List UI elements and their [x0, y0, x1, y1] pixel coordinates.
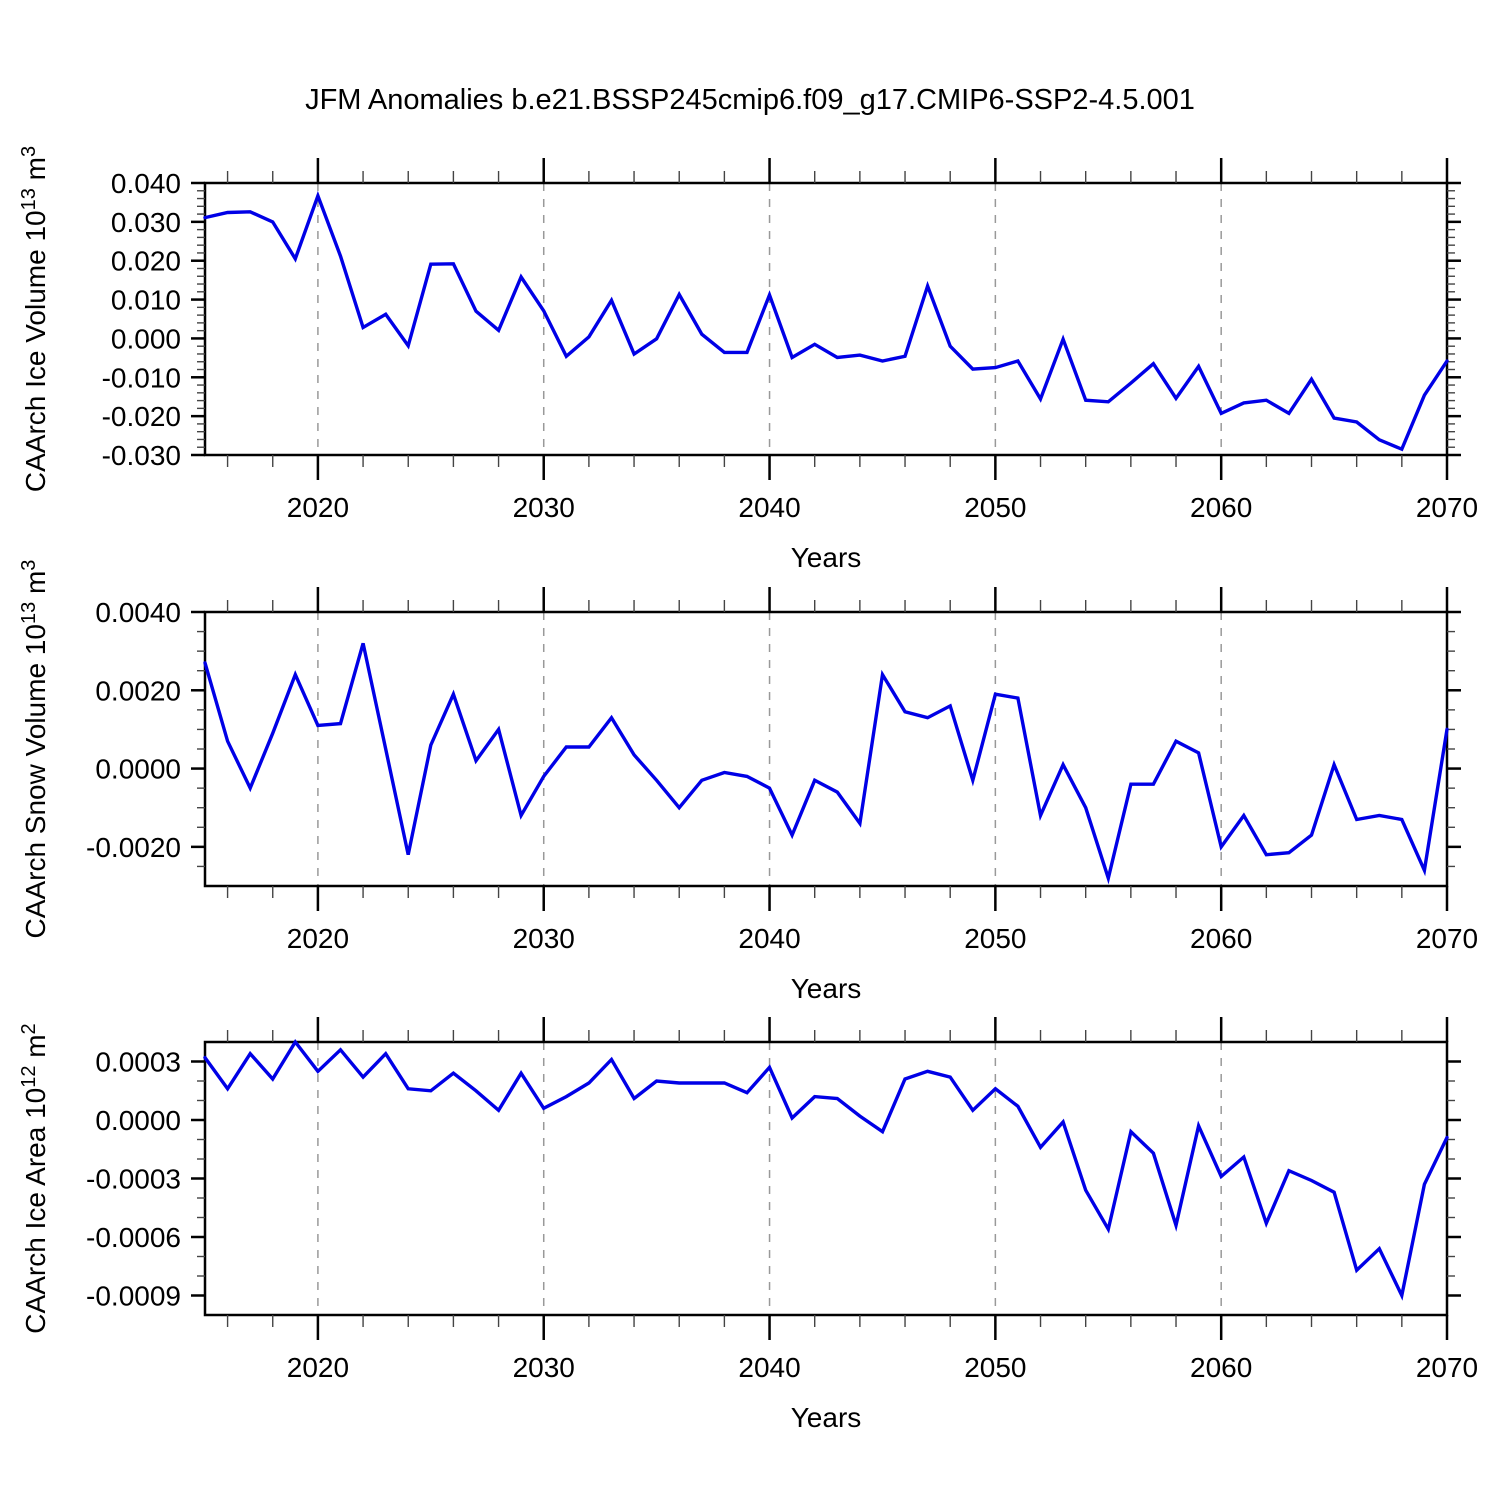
x-tick-label: 2070: [1416, 1352, 1478, 1383]
x-tick-label: 2070: [1416, 492, 1478, 523]
x-tick-label: 2070: [1416, 923, 1478, 954]
y-tick-label: 0.0000: [95, 754, 181, 785]
x-axis-label: Years: [791, 542, 862, 573]
x-tick-label: 2050: [964, 923, 1026, 954]
y-tick-label: -0.010: [102, 362, 181, 393]
y-tick-label: 0.000: [111, 323, 181, 354]
y-tick-label: 0.020: [111, 246, 181, 277]
x-tick-label: 2060: [1190, 923, 1252, 954]
y-tick-label: 0.0020: [95, 675, 181, 706]
x-tick-label: 2030: [513, 1352, 575, 1383]
chart-title: JFM Anomalies b.e21.BSSP245cmip6.f09_g17…: [305, 84, 1195, 116]
y-axis-label-ice-volume: CAArch Ice Volume 1013​ m3​: [18, 146, 51, 492]
y-tick-label: -0.020: [102, 401, 181, 432]
y-tick-label: 0.030: [111, 207, 181, 238]
y-tick-label: 0.0040: [95, 597, 181, 628]
x-tick-label: 2040: [738, 923, 800, 954]
x-tick-label: 2060: [1190, 492, 1252, 523]
x-axis-label: Years: [791, 1402, 862, 1433]
axes-frame: [203, 181, 1449, 457]
y-tick-label: 0.0003: [95, 1047, 181, 1078]
y-tick-label: -0.0006: [86, 1222, 181, 1253]
x-tick-label: 2050: [964, 492, 1026, 523]
x-tick-label: 2030: [513, 492, 575, 523]
x-tick-label: 2060: [1190, 1352, 1252, 1383]
y-tick-label: -0.030: [102, 440, 181, 471]
series-line-ice-area: [203, 1039, 1449, 1301]
y-tick-label: -0.0003: [86, 1164, 181, 1195]
panel-snow-volume: 0.0040 0.0020 0.0000 -0.0020 2020 2030 2040 205…: [18, 560, 1478, 1004]
x-tick-label: 2030: [513, 923, 575, 954]
axes-frame: [203, 1040, 1449, 1317]
x-tick-label: 2040: [738, 492, 800, 523]
x-tick-label: 2050: [964, 1352, 1026, 1383]
series-line-snow-volume: [203, 642, 1449, 885]
y-axis-label-ice-area: CAArch Ice Area 1012​ m2​: [18, 1023, 51, 1333]
x-axis-label: Years: [791, 973, 862, 1004]
x-tick-label: 2020: [287, 1352, 349, 1383]
y-tick-label: 0.010: [111, 285, 181, 316]
y-axis-label-snow-volume: CAArch Snow Volume 1013​ m3​: [18, 560, 51, 939]
panel-ice-volume: 0.040 0.030 0.020 0.010 0.000 -0.010 -0.020 -0.…: [18, 146, 1478, 573]
y-tick-label: -0.0009: [86, 1281, 181, 1312]
series-line-ice-volume: [203, 190, 1449, 452]
x-tick-label: 2020: [287, 492, 349, 523]
y-tick-label: 0.0000: [95, 1105, 181, 1136]
panel-ice-area: 0.0003 0.0000 -0.0003 -0.0006 -0.0009 2020 203…: [18, 1017, 1478, 1433]
y-tick-label: 0.040: [111, 168, 181, 199]
x-tick-label: 2040: [738, 1352, 800, 1383]
y-tick-label: -0.0020: [86, 832, 181, 863]
x-tick-label: 2020: [287, 923, 349, 954]
